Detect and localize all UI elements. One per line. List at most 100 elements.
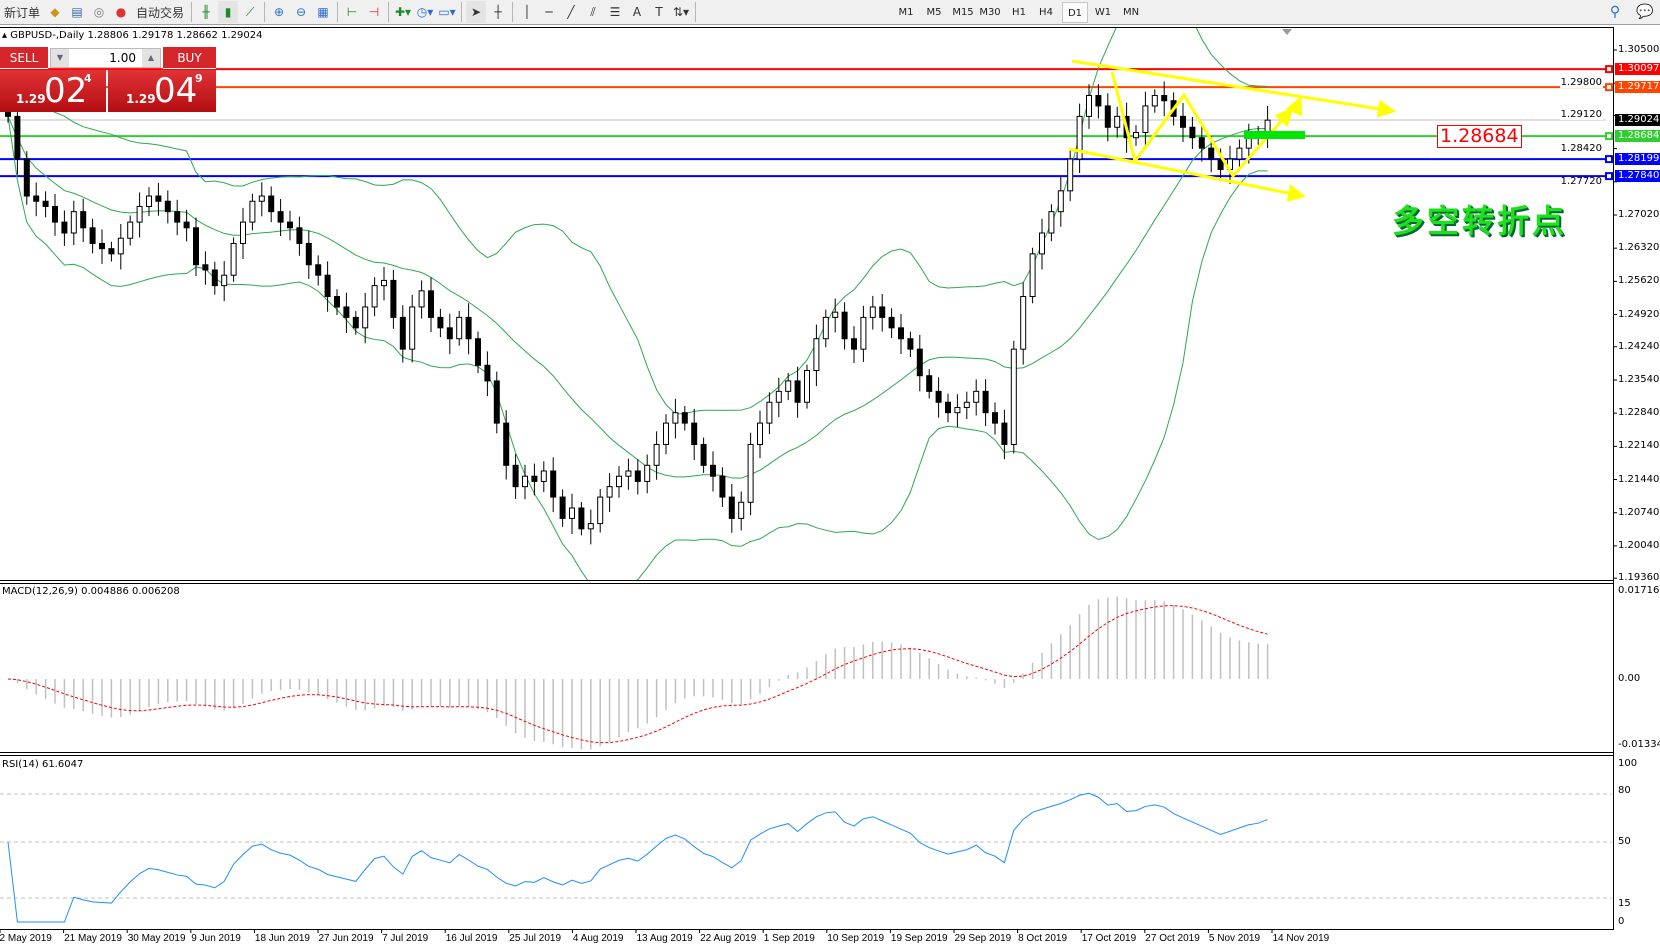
candle[interactable]	[1086, 84, 1092, 129]
candle[interactable]	[1161, 81, 1168, 117]
candle[interactable]	[1133, 125, 1139, 146]
candle[interactable]	[1076, 103, 1083, 174]
candle[interactable]	[334, 289, 340, 315]
candle[interactable]	[475, 331, 481, 374]
arrows-icon[interactable]: ⇅▾	[672, 5, 690, 19]
level-handle[interactable]	[1605, 65, 1613, 74]
buy-price-box[interactable]: 1.29 04 9	[108, 70, 216, 112]
candle[interactable]	[381, 267, 387, 301]
price-callout-label[interactable]: 1.28684	[1437, 125, 1522, 148]
timeframe-m5[interactable]: M5	[921, 2, 947, 23]
candle[interactable]	[164, 190, 171, 224]
candle[interactable]	[653, 431, 660, 480]
lot-size-input[interactable]: ▼ 1.00 ▲	[50, 48, 161, 68]
candle[interactable]	[211, 261, 218, 295]
candle[interactable]	[634, 459, 641, 495]
candle[interactable]	[898, 313, 904, 354]
candle[interactable]	[860, 305, 867, 362]
buy-button[interactable]: BUY	[163, 47, 216, 69]
level-handle[interactable]	[1605, 83, 1613, 92]
candle[interactable]	[456, 311, 463, 346]
candle[interactable]	[70, 200, 77, 246]
candle[interactable]	[804, 364, 810, 409]
candle[interactable]	[503, 410, 510, 480]
candle[interactable]	[945, 393, 951, 423]
indicators-icon[interactable]: ✚▾	[394, 5, 412, 19]
fibonacci-icon[interactable]: ☰	[609, 5, 621, 19]
channel-lower-trendline[interactable]	[1068, 147, 1306, 202]
market-watch-icon[interactable]: ◆	[50, 5, 60, 19]
candle[interactable]	[371, 277, 378, 317]
candle[interactable]	[230, 237, 237, 282]
candle[interactable]	[324, 261, 331, 312]
candle[interactable]	[841, 302, 848, 350]
text-label-icon[interactable]: T	[655, 5, 663, 19]
candle[interactable]	[719, 467, 726, 507]
candle[interactable]	[1067, 149, 1074, 202]
candle[interactable]	[597, 488, 604, 533]
candle[interactable]	[80, 198, 87, 243]
candle[interactable]	[1048, 204, 1055, 242]
auto-trading-icon[interactable]: ●	[115, 5, 127, 19]
candle[interactable]	[879, 293, 886, 332]
timeframe-m1[interactable]: M1	[893, 2, 919, 23]
lot-size-value[interactable]: 1.00	[109, 51, 136, 65]
candle[interactable]	[710, 451, 716, 492]
candle[interactable]	[691, 408, 698, 461]
candle[interactable]	[202, 251, 209, 285]
candle[interactable]	[644, 454, 651, 494]
chart-shift-icon[interactable]: ⊣	[368, 5, 380, 19]
candle[interactable]	[493, 371, 500, 434]
search-icon[interactable]: ⚲	[1609, 4, 1621, 20]
candle[interactable]	[540, 461, 547, 493]
candle[interactable]	[681, 405, 688, 431]
candle[interactable]	[183, 209, 190, 242]
candle[interactable]	[832, 298, 839, 333]
timeframe-h4[interactable]: H4	[1033, 2, 1059, 23]
periods-icon[interactable]: ◷▾	[416, 5, 434, 19]
candle[interactable]	[221, 261, 228, 302]
timeframe-m15[interactable]: M15	[950, 2, 976, 23]
sell-price-box[interactable]: 1.29 02 4	[0, 70, 106, 112]
candle[interactable]	[409, 294, 416, 363]
candle[interactable]	[982, 379, 989, 427]
collapse-arrow-icon[interactable]: ▴	[2, 30, 11, 41]
candle[interactable]	[42, 191, 49, 218]
lot-decrease-button[interactable]: ▼	[51, 49, 69, 67]
candle[interactable]	[512, 454, 519, 499]
candle[interactable]	[775, 377, 782, 418]
candle[interactable]	[616, 466, 622, 498]
candle[interactable]	[390, 270, 397, 329]
candle[interactable]	[587, 509, 594, 545]
vertical-line-icon[interactable]: │	[523, 5, 531, 19]
cursor-icon[interactable]: ➤	[466, 1, 487, 23]
candle[interactable]	[258, 182, 265, 217]
candle[interactable]	[1020, 282, 1027, 365]
candle[interactable]	[625, 458, 632, 490]
candle[interactable]	[728, 483, 735, 533]
candle[interactable]	[240, 207, 246, 260]
candle[interactable]	[794, 366, 801, 418]
candle[interactable]	[1029, 247, 1036, 304]
timeframe-w1[interactable]: W1	[1090, 2, 1116, 23]
equidistant-channel-icon[interactable]: ⫽	[590, 4, 596, 19]
candle[interactable]	[663, 414, 669, 455]
candle[interactable]	[851, 326, 857, 363]
candle[interactable]	[1039, 218, 1045, 270]
candle[interactable]	[1189, 116, 1196, 150]
candle[interactable]	[174, 199, 181, 236]
templates-icon[interactable]: ▭▾	[438, 5, 456, 19]
candle[interactable]	[766, 392, 773, 435]
timeframe-d1[interactable]: D1	[1062, 2, 1088, 23]
level-handle[interactable]	[1605, 155, 1613, 164]
candle[interactable]	[1095, 84, 1102, 119]
candle[interactable]	[23, 151, 30, 205]
candle[interactable]	[305, 230, 312, 279]
candle[interactable]	[1264, 105, 1271, 149]
candle[interactable]	[108, 241, 115, 262]
candle[interactable]	[52, 193, 58, 236]
auto-trading-button[interactable]: 自动交易	[136, 5, 185, 20]
candle[interactable]	[362, 292, 369, 344]
trendline-icon[interactable]: ╱	[567, 5, 575, 19]
